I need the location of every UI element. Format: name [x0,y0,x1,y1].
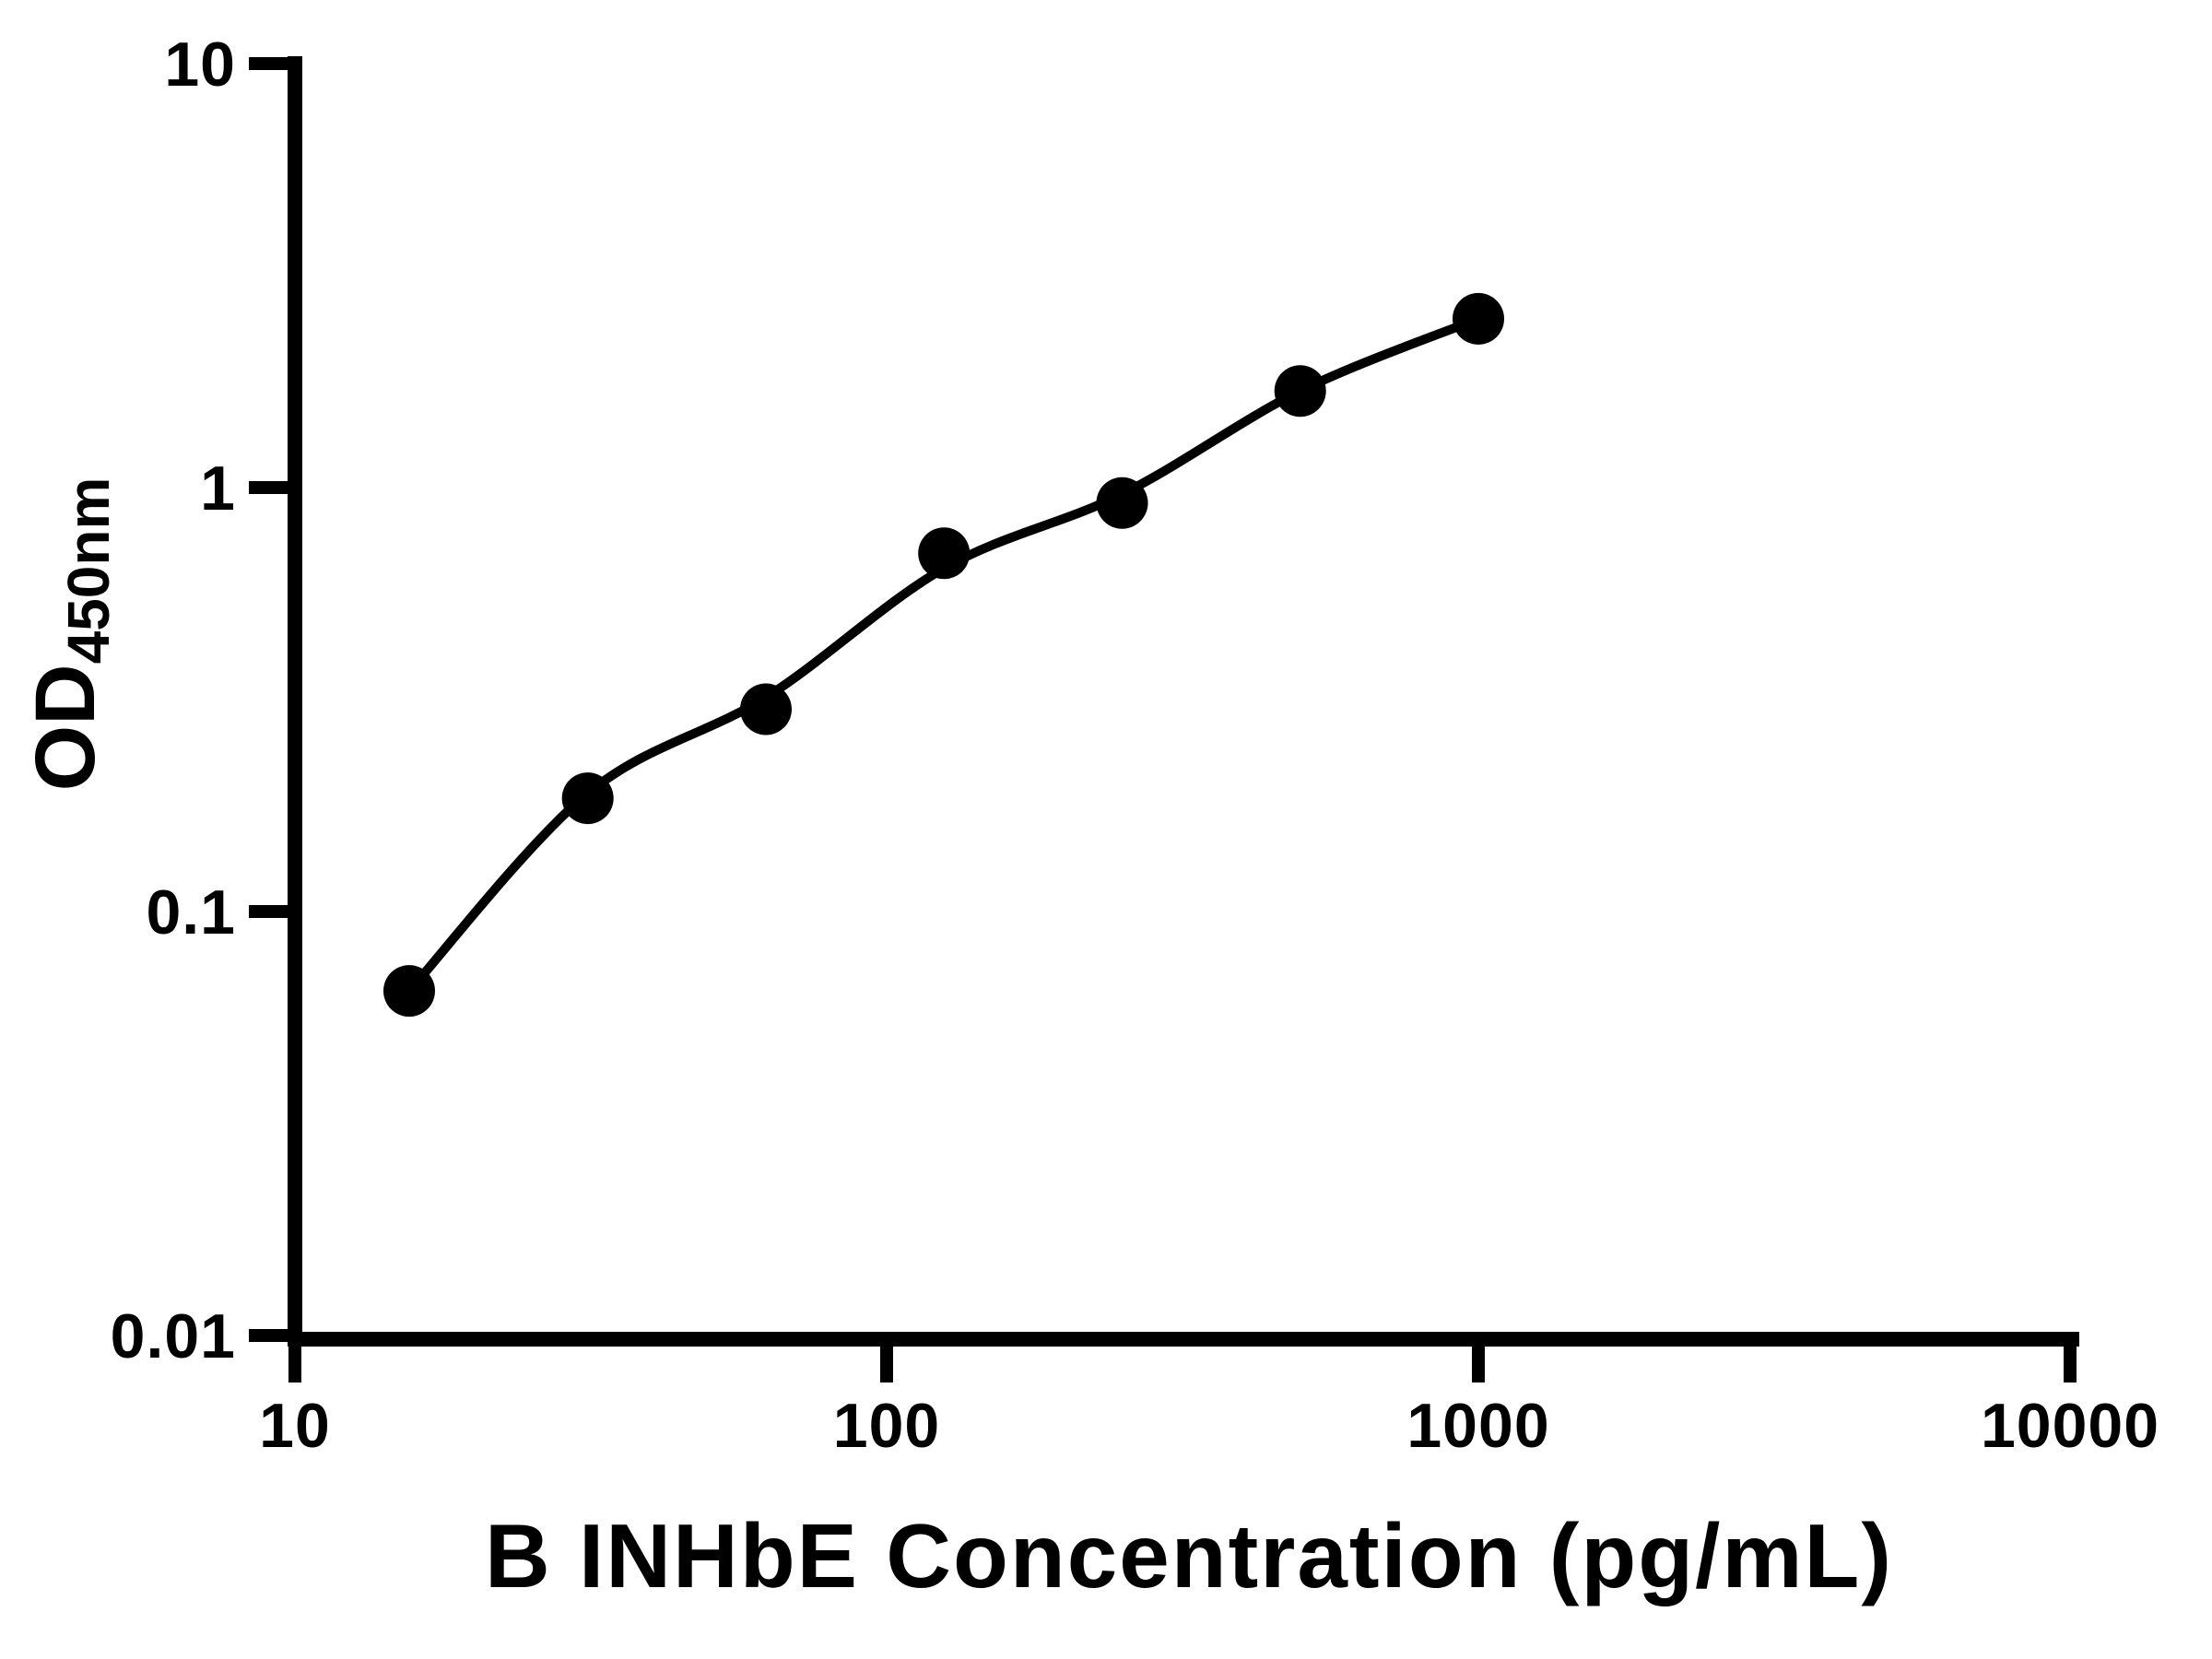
fit-curve [405,313,1483,996]
y-axis-title-main: OD [18,664,112,791]
data-point [1096,477,1148,529]
x-axis-title: B INHbE Concentration (pg/mL) [485,1505,1893,1606]
data-point [1274,365,1326,418]
data-point [561,772,614,825]
x-tick-label: 1000 [1406,1391,1549,1461]
data-point [740,683,792,735]
x-tick-label: 10000 [1981,1391,2159,1461]
x-tick-label: 10 [259,1391,331,1461]
data-layer [383,292,1504,1018]
y-tick-label: 10 [164,29,236,100]
y-axis-title-subscript: 450nm [55,477,122,665]
data-point [918,527,971,580]
data-point [1453,292,1504,345]
x-tick-label: 100 [833,1391,940,1461]
y-axis-title: OD450nm [18,477,122,792]
data-point [383,965,435,1018]
y-tick-label: 0.1 [146,877,236,947]
axes-layer: 10 1 0.1 0.01 10 100 1000 10000 [111,29,2159,1461]
y-tick-label: 0.01 [111,1301,236,1371]
y-tick-label: 1 [200,453,236,524]
